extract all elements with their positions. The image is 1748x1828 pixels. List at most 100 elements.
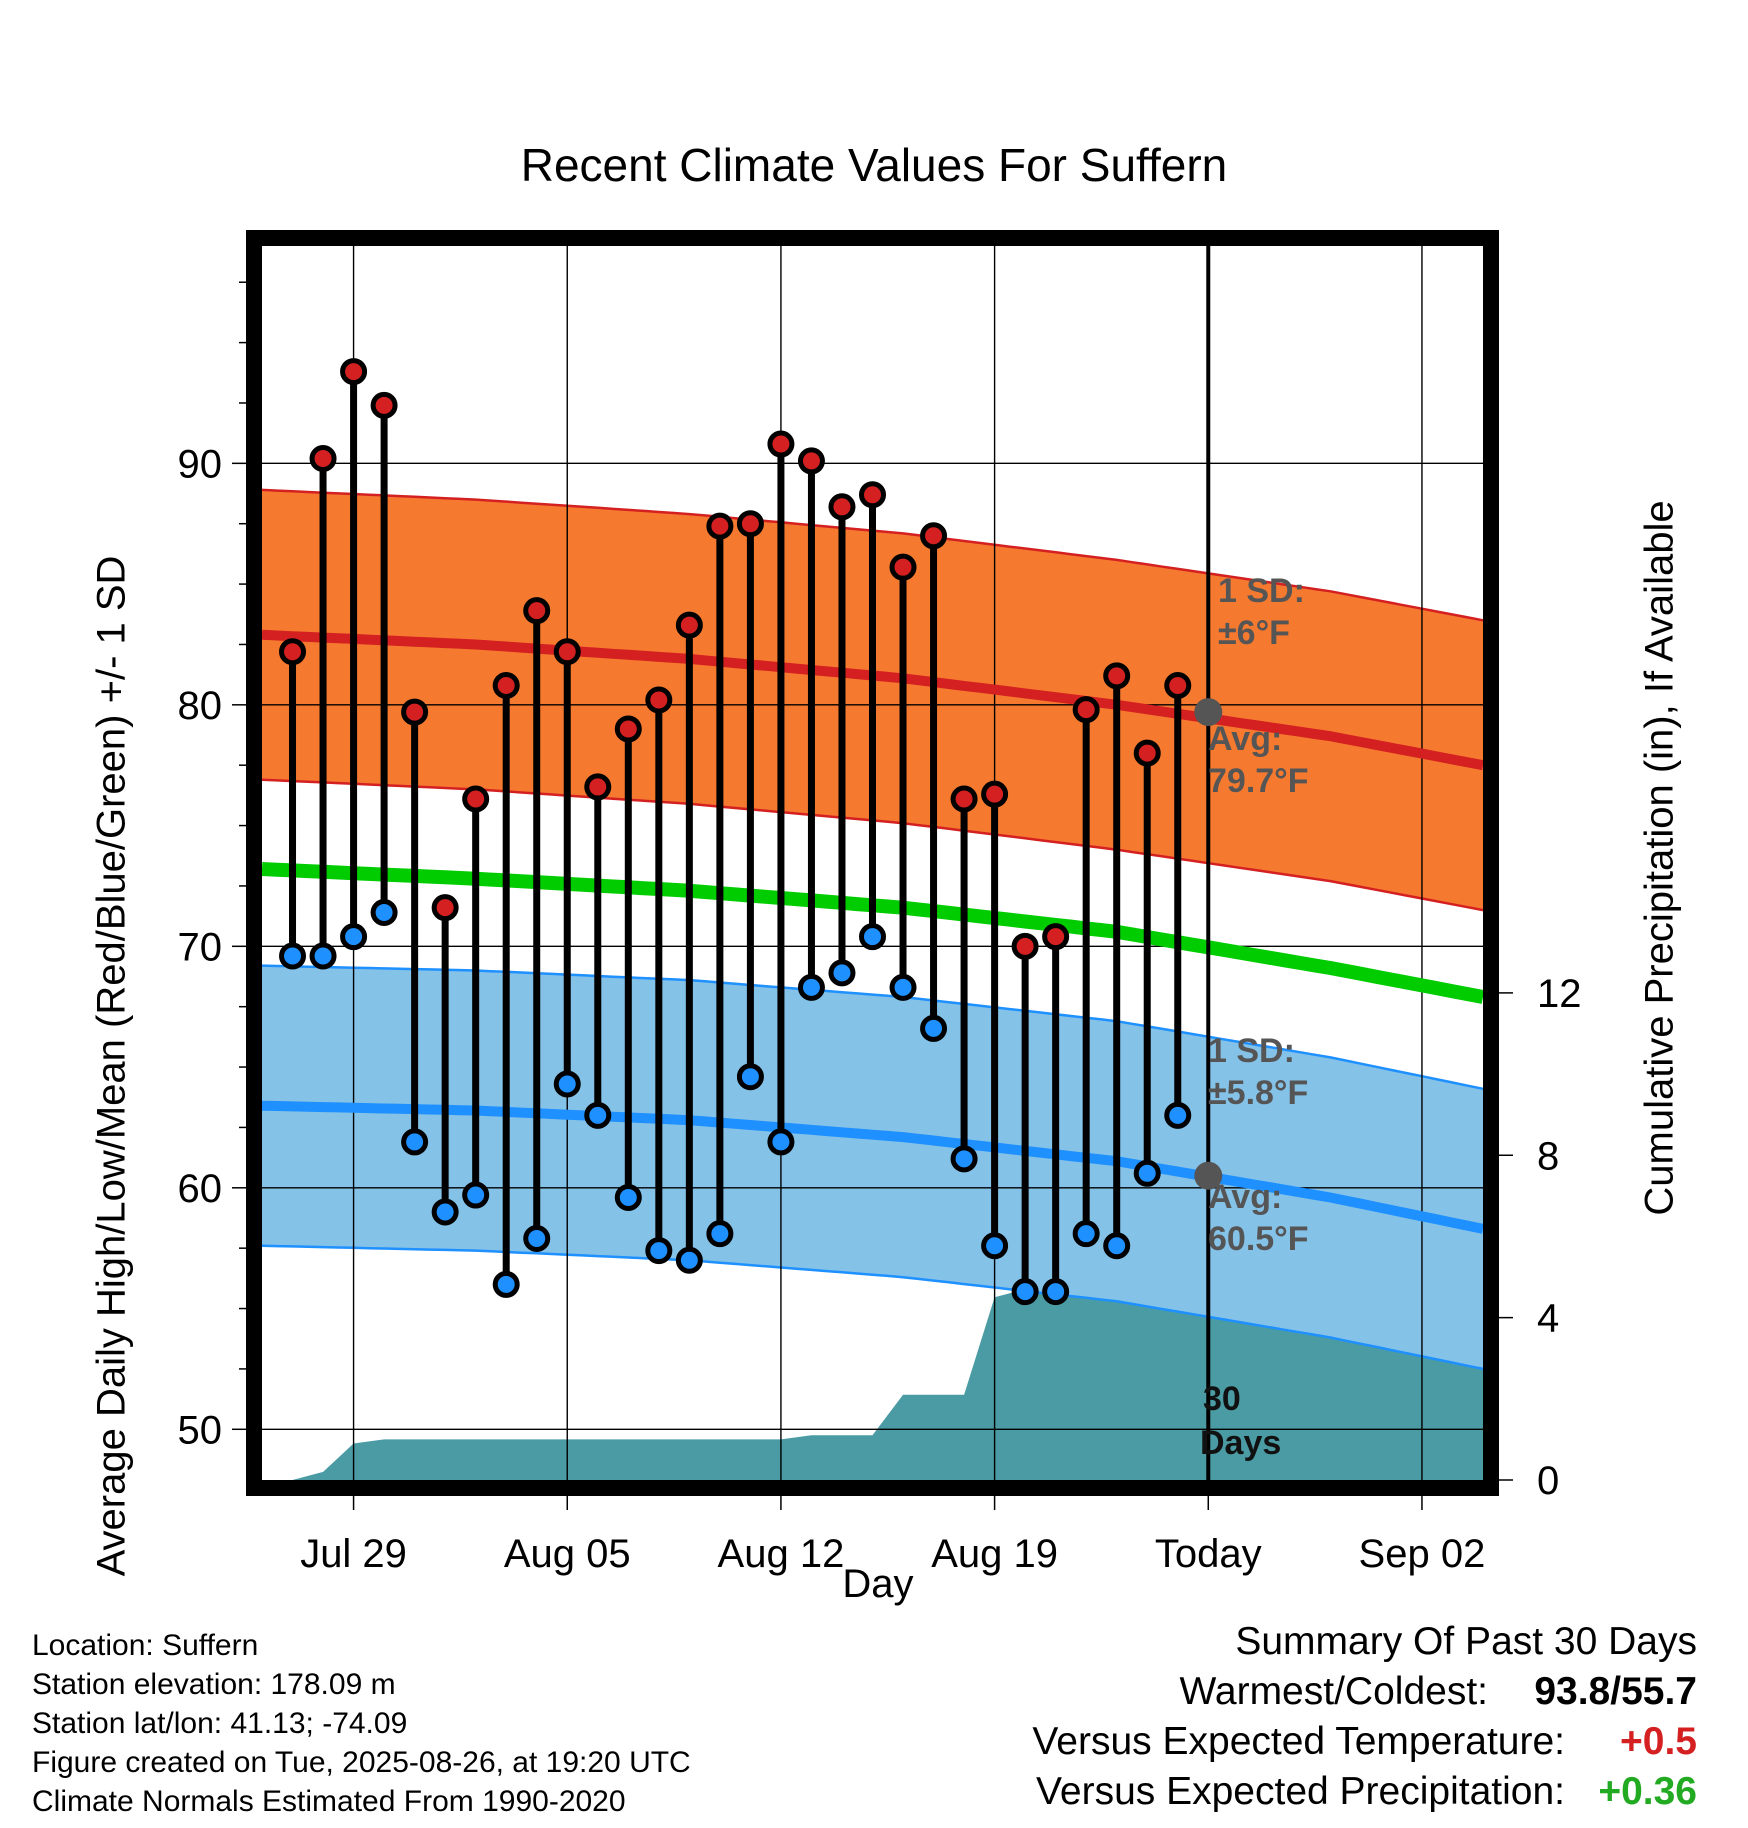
days-label: Days <box>1200 1424 1282 1462</box>
daily-high-point <box>767 430 795 458</box>
daily-low-point <box>706 1220 734 1248</box>
daily-low-point <box>1133 1159 1161 1187</box>
daily-high-point <box>859 481 886 509</box>
daily-low-point <box>492 1270 520 1298</box>
low-sd-lower-line <box>261 1244 1484 1371</box>
plot-frame <box>246 230 1499 1496</box>
summary-temp-label: Versus Expected Temperature: <box>1032 1720 1565 1763</box>
x-tick-label: Today <box>1155 1532 1262 1576</box>
summary-warm-cold-value: 93.8/55.7 <box>1534 1670 1697 1713</box>
daily-high-point <box>279 638 307 666</box>
daily-low-point <box>1042 1278 1070 1306</box>
x-tick-label: Aug 05 <box>504 1532 631 1576</box>
summary-precip-value: +0.36 <box>1598 1770 1697 1813</box>
info-created: Figure created on Tue, 2025-08-26, at 19… <box>32 1746 691 1779</box>
daily-high-point <box>553 638 581 666</box>
x-tick-label: Aug 12 <box>718 1532 845 1576</box>
daily-low-point <box>767 1128 795 1156</box>
daily-low-point <box>645 1237 673 1265</box>
daily-low-point <box>1164 1101 1192 1129</box>
info-location: Location: Suffern <box>32 1629 259 1662</box>
low-avg-label: Avg: <box>1208 1178 1283 1216</box>
daily-high-point <box>950 785 978 813</box>
daily-low-point <box>431 1198 459 1226</box>
daily-high-point <box>431 894 459 922</box>
y2-tick-label: 8 <box>1537 1134 1559 1178</box>
daily-high-point <box>462 785 490 813</box>
x-axis-label: Day <box>842 1562 914 1606</box>
daily-low-point <box>340 923 368 951</box>
daily-low-point <box>553 1070 581 1098</box>
summary-title: Summary Of Past 30 Days <box>1235 1620 1697 1663</box>
daily-high-point <box>1011 932 1039 960</box>
high-avg-value: 79.7°F <box>1208 762 1309 800</box>
daily-low-point <box>797 973 825 1001</box>
daily-high-point <box>828 493 856 521</box>
daily-low-point <box>462 1181 490 1209</box>
y2-tick-label: 4 <box>1537 1297 1559 1341</box>
x-tick-label: Aug 19 <box>931 1532 1058 1576</box>
summary-temp-value: +0.5 <box>1620 1720 1697 1763</box>
daily-low-point <box>1072 1220 1100 1248</box>
daily-high-point <box>1164 672 1192 700</box>
daily-low-point <box>1011 1278 1039 1306</box>
x-tick-label: Sep 02 <box>1359 1532 1486 1576</box>
daily-high-point <box>1042 923 1070 951</box>
y-tick-label: 90 <box>178 442 223 486</box>
daily-high-point <box>309 445 337 473</box>
daily-low-point <box>859 923 886 951</box>
daily-low-point <box>981 1232 1009 1260</box>
high-sd-label: 1 SD: <box>1218 572 1305 610</box>
info-elevation: Station elevation: 178.09 m <box>32 1668 396 1701</box>
daily-high-point <box>492 672 520 700</box>
precip-area <box>262 1289 1483 1480</box>
today-avg-high-marker <box>1194 698 1223 727</box>
y-tick-label: 50 <box>178 1408 223 1452</box>
daily-high-point <box>981 780 1009 808</box>
daily-low-point <box>614 1183 642 1211</box>
daily-high-point <box>675 611 703 639</box>
today-avg-low-marker <box>1194 1161 1223 1190</box>
days-count: 30 <box>1203 1380 1241 1418</box>
daily-high-point <box>370 391 398 419</box>
daily-high-point <box>614 715 642 743</box>
daily-high-point <box>706 512 734 540</box>
y-tick-label: 70 <box>178 925 223 969</box>
daily-low-point <box>279 942 307 970</box>
daily-high-point <box>797 447 825 475</box>
y2-axis-label: Cumulative Precipitation (in), If Availa… <box>1637 500 1682 1216</box>
daily-high-point <box>340 358 368 386</box>
daily-high-point <box>889 553 917 581</box>
high-avg-label: Avg: <box>1208 720 1283 758</box>
info-latlon: Station lat/lon: 41.13; -74.09 <box>32 1707 408 1740</box>
summary-warm-cold-label: Warmest/Coldest: <box>1179 1670 1488 1713</box>
low-avg-value: 60.5°F <box>1208 1220 1309 1258</box>
y2-tick-label: 0 <box>1537 1459 1559 1503</box>
daily-high-point <box>645 686 673 714</box>
daily-low-point <box>675 1246 703 1274</box>
daily-low-point <box>401 1128 429 1156</box>
chart-title: Recent Climate Values For Suffern <box>520 139 1228 191</box>
low-sd-label: 1 SD: <box>1208 1032 1295 1070</box>
low-normal-line <box>261 1100 1485 1234</box>
daily-high-point <box>736 510 764 538</box>
daily-low-point <box>889 973 917 1001</box>
y-tick-label: 60 <box>178 1167 223 1211</box>
summary-precip-label: Versus Expected Precipitation: <box>1036 1770 1565 1813</box>
daily-low-point <box>736 1063 764 1091</box>
daily-low-point <box>309 942 337 970</box>
daily-low-point <box>920 1014 948 1042</box>
info-normals: Climate Normals Estimated From 1990-2020 <box>32 1785 626 1818</box>
low-sd-value: ±5.8°F <box>1208 1074 1309 1112</box>
y2-tick-label: 12 <box>1537 972 1582 1016</box>
daily-low-point <box>523 1225 551 1253</box>
y-axis-label: Average Daily High/Low/Mean (Red/Blue/Gr… <box>89 555 134 1577</box>
daily-low-point <box>950 1145 978 1173</box>
daily-high-point <box>401 698 429 726</box>
daily-low-point <box>1103 1232 1131 1260</box>
daily-high-point <box>584 773 612 801</box>
x-tick-label: Jul 29 <box>300 1532 407 1576</box>
daily-low-point <box>370 899 398 927</box>
daily-high-point <box>920 522 948 550</box>
